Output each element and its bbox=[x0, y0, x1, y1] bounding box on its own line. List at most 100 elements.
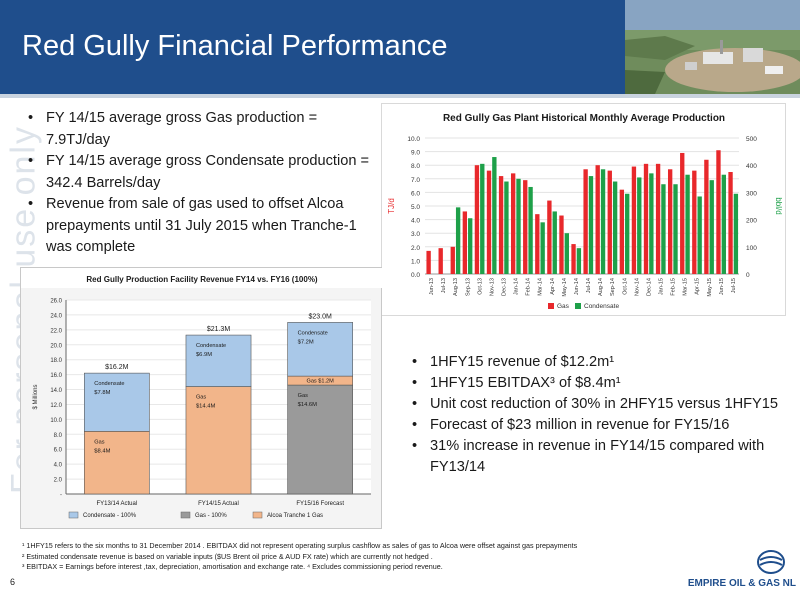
y-tick-label: 1.0 bbox=[411, 258, 420, 265]
condensate-bar bbox=[733, 193, 739, 274]
x-tick-label: Jun-14 bbox=[574, 278, 580, 295]
gas-bar bbox=[426, 250, 431, 274]
y-tick-label: 12.0 bbox=[50, 403, 62, 409]
y-tick-label: 0.0 bbox=[411, 272, 420, 279]
condensate-bar bbox=[528, 186, 533, 274]
gas-bar bbox=[655, 163, 661, 274]
total-label: $16.2M bbox=[105, 364, 129, 371]
y2-axis-label: bbl/d bbox=[774, 197, 783, 214]
x-tick-label: Aug-13 bbox=[453, 278, 459, 296]
y-tick-label: 22.0 bbox=[50, 328, 62, 334]
legend-label-gas: Gas bbox=[557, 303, 570, 310]
x-tick-label: Mar-14 bbox=[538, 278, 544, 296]
gas-bar bbox=[438, 248, 443, 274]
x-tick-label: Jan-14 bbox=[514, 278, 520, 295]
revenue-bar-segment bbox=[287, 322, 353, 377]
condensate-bar bbox=[455, 207, 461, 274]
condensate-bar bbox=[564, 233, 569, 274]
logo-wordmark: EMPIRE OIL & GAS NL bbox=[687, 578, 796, 589]
y2-tick-label: 500 bbox=[746, 136, 757, 143]
x-tick-label: Oct-13 bbox=[477, 278, 483, 295]
gas-bar bbox=[716, 150, 721, 274]
bullet-item: Revenue from sale of gas used to offset … bbox=[26, 194, 371, 259]
condensate-bar bbox=[649, 173, 654, 274]
bullet-item: 1HFY15 EBITDAX³ of $8.4m¹ bbox=[410, 373, 780, 394]
gas-bar bbox=[571, 244, 576, 274]
revenue-chart: Red Gully Production Facility Revenue FY… bbox=[20, 267, 383, 529]
segment-value: $7.2M bbox=[298, 339, 314, 345]
segment-value: $14.4M bbox=[196, 404, 216, 410]
segment-label: Condensate bbox=[94, 381, 124, 387]
gas-bar bbox=[547, 200, 552, 274]
segment-label: Condensate bbox=[298, 330, 328, 336]
x-tick-label: Feb-15 bbox=[671, 278, 677, 296]
y-tick-label: 20.0 bbox=[50, 343, 62, 349]
condensate-bar bbox=[516, 178, 521, 274]
y-axis-label: TJ/d bbox=[387, 198, 396, 214]
segment-label: Gas bbox=[298, 393, 308, 399]
financial-bullets: 1HFY15 revenue of $12.2m¹ 1HFY15 EBITDAX… bbox=[410, 352, 780, 478]
gas-bar bbox=[486, 170, 492, 274]
y-tick-label: 6.0 bbox=[411, 190, 420, 197]
x-tick-label: Feb-14 bbox=[526, 278, 532, 296]
production-bullets: FY 14/15 average gross Gas production = … bbox=[26, 108, 371, 259]
x-tick-label: Jul-13 bbox=[441, 278, 447, 293]
y2-tick-label: 0 bbox=[746, 272, 750, 279]
x-tick-label: FY14/15 Actual bbox=[198, 501, 239, 507]
y-tick-label: 24.0 bbox=[50, 313, 62, 319]
segment-label: Gas $1.2M bbox=[306, 379, 334, 385]
y-tick-label: 4.0 bbox=[411, 218, 420, 225]
legend-swatch bbox=[68, 511, 79, 519]
y2-tick-label: 400 bbox=[746, 163, 757, 170]
y-tick-label: 6.0 bbox=[54, 448, 63, 454]
y-tick-label: 14.0 bbox=[50, 388, 62, 394]
y-tick-label: - bbox=[60, 493, 62, 499]
y-tick-label: 9.0 bbox=[411, 150, 420, 157]
chart-title: Red Gully Gas Plant Historical Monthly A… bbox=[443, 113, 725, 124]
total-label: $23.0M bbox=[308, 313, 332, 320]
x-tick-label: May-14 bbox=[562, 278, 568, 297]
legend-label: Alcoa Tranche 1 Gas bbox=[267, 513, 323, 519]
gas-bar bbox=[474, 165, 480, 274]
condensate-bar bbox=[492, 157, 497, 274]
revenue-chart-svg: Red Gully Production Facility Revenue FY… bbox=[21, 268, 383, 519]
bullet-item: FY 14/15 average gross Condensate produc… bbox=[26, 151, 371, 194]
chart-title: Red Gully Production Facility Revenue FY… bbox=[86, 275, 318, 284]
bullet-item: 1HFY15 revenue of $12.2m¹ bbox=[410, 352, 780, 373]
condensate-bar bbox=[588, 176, 594, 274]
x-tick-label: FY15/16 Forecast bbox=[296, 501, 344, 507]
y-tick-label: 8.0 bbox=[54, 433, 63, 439]
revenue-bar-segment bbox=[185, 334, 252, 387]
y-tick-label: 8.0 bbox=[411, 163, 420, 170]
segment-label: Condensate bbox=[196, 343, 226, 349]
x-tick-label: Oct-14 bbox=[622, 278, 628, 295]
y-tick-label: 5.0 bbox=[411, 204, 420, 211]
legend-label-condensate: Condensate bbox=[584, 303, 619, 310]
footnote: ¹ 1HFY15 refers to the six months to 31 … bbox=[22, 541, 578, 550]
company-logo: EMPIRE OIL & GAS NL bbox=[676, 548, 796, 594]
revenue-bar-segment bbox=[185, 386, 252, 495]
y-tick-label: 18.0 bbox=[50, 358, 62, 364]
bullet-item: Forecast of $23 million in revenue for F… bbox=[410, 415, 780, 436]
y-tick-label: 4.0 bbox=[54, 463, 63, 469]
production-chart: Red Gully Gas Plant Historical Monthly A… bbox=[381, 103, 786, 316]
gas-bar bbox=[462, 211, 468, 274]
gas-bar bbox=[631, 166, 637, 274]
x-tick-label: Jul-15 bbox=[731, 278, 737, 293]
segment-value: $7.8M bbox=[94, 390, 110, 396]
x-tick-label: Apr-14 bbox=[550, 278, 556, 295]
y2-tick-label: 300 bbox=[746, 190, 757, 197]
gas-bar bbox=[680, 152, 685, 274]
chart-title-band bbox=[21, 268, 383, 288]
legend-swatch-gas bbox=[548, 303, 554, 309]
total-label: $21.3M bbox=[207, 326, 231, 333]
x-tick-label: Dec-14 bbox=[646, 278, 652, 296]
segment-value: $8.4M bbox=[94, 448, 110, 454]
gas-bar bbox=[704, 159, 709, 274]
x-tick-label: Aug-14 bbox=[598, 278, 604, 296]
y-axis-label: $ Millions bbox=[33, 384, 39, 409]
bullet-item: 31% increase in revenue in FY14/15 compa… bbox=[410, 436, 780, 478]
legend-label: Condensate - 100% bbox=[83, 513, 137, 519]
production-chart-svg: Red Gully Gas Plant Historical Monthly A… bbox=[387, 113, 783, 310]
x-tick-label: FY13/14 Actual bbox=[96, 501, 137, 507]
